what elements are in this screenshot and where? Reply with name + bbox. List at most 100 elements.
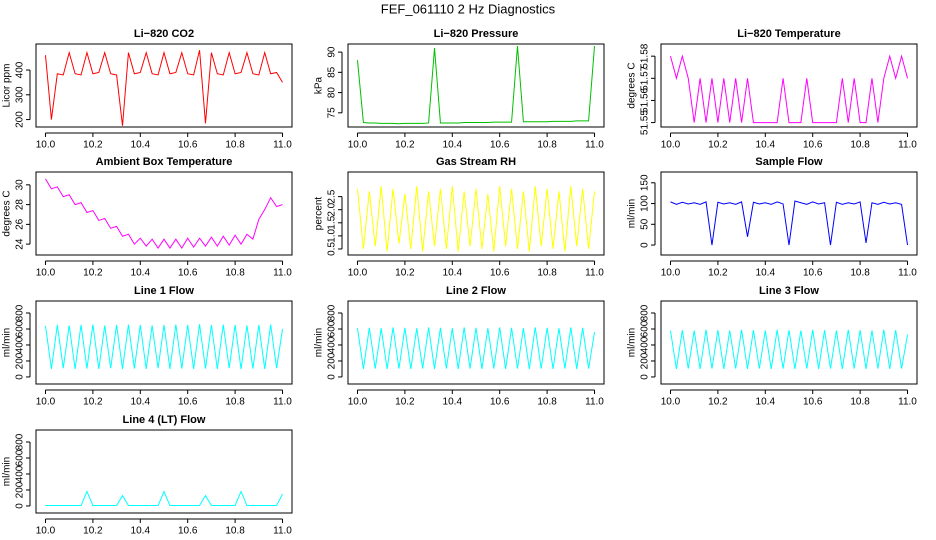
series-line xyxy=(44,324,284,370)
x-tick-label: 10.8 xyxy=(850,268,870,279)
x-tick-label: 10.4 xyxy=(756,140,776,151)
x-tick-label: 10.8 xyxy=(225,397,245,408)
plot-frame xyxy=(347,171,605,256)
y-tick-label: 75 xyxy=(327,107,338,119)
x-tick-label: 10.2 xyxy=(395,140,415,151)
x-tick-label: 10.8 xyxy=(225,526,245,537)
y-axis-label: ml/min xyxy=(314,328,325,357)
plot-frame xyxy=(35,171,293,256)
x-tick-label: 10.2 xyxy=(83,526,103,537)
series-line xyxy=(45,490,283,507)
y-tick-label: 400 xyxy=(15,61,26,78)
y-axis-label: degrees C xyxy=(627,62,638,108)
x-tick-label: 10.2 xyxy=(83,140,103,151)
x-tick-label: 10.0 xyxy=(348,397,368,408)
y-tick-label: 200 xyxy=(15,111,26,128)
x-tick-label: 10.4 xyxy=(756,268,776,279)
y-tick-label: 400 xyxy=(15,465,26,482)
x-tick-label: 10.8 xyxy=(225,268,245,279)
x-tick-label: 10.2 xyxy=(395,268,415,279)
y-tick-label: 200 xyxy=(15,481,26,498)
panel-title: Li−820 Temperature xyxy=(737,28,840,40)
y-axis-label: ml/min xyxy=(627,199,638,228)
x-tick-label: 10.0 xyxy=(36,397,56,408)
y-tick-label: 600 xyxy=(327,320,338,337)
x-tick-label: 10.2 xyxy=(395,397,415,408)
y-tick-label: 50 xyxy=(640,218,651,230)
y-tick-label: 80 xyxy=(327,87,338,99)
plot-frame xyxy=(35,43,293,128)
y-tick-label: 600 xyxy=(640,320,651,337)
y-tick-label: 800 xyxy=(15,433,26,450)
series-line xyxy=(669,329,909,370)
series-line xyxy=(669,54,909,124)
x-tick-label: 10.2 xyxy=(708,397,728,408)
x-tick-label: 10.2 xyxy=(708,140,728,151)
panel-title: Gas Stream RH xyxy=(436,156,516,168)
plot-frame xyxy=(347,43,605,128)
plot-frame xyxy=(660,300,918,385)
x-tick-label: 10.4 xyxy=(131,268,151,279)
plot-frame xyxy=(660,171,918,256)
y-tick-label: 51.57 xyxy=(640,65,651,90)
x-tick-label: 10.8 xyxy=(537,268,557,279)
x-tick-label: 10.6 xyxy=(178,268,198,279)
panel-title: Line 4 (LT) Flow xyxy=(123,414,206,426)
x-tick-label: 10.0 xyxy=(36,140,56,151)
y-axis-label: Licor ppm xyxy=(2,64,13,108)
panel-title: Sample Flow xyxy=(755,156,823,168)
y-tick-label: 0 xyxy=(640,242,651,248)
y-tick-label: 0 xyxy=(15,503,26,509)
series-line xyxy=(356,45,596,125)
panel-title: Ambient Box Temperature xyxy=(96,156,233,168)
x-tick-label: 10.0 xyxy=(661,140,681,151)
x-tick-label: 10.2 xyxy=(708,268,728,279)
y-tick-label: 200 xyxy=(327,352,338,369)
x-tick-label: 10.6 xyxy=(490,140,510,151)
x-tick-label: 10.2 xyxy=(83,268,103,279)
series-line xyxy=(45,178,283,250)
x-tick-label: 10.4 xyxy=(443,140,463,151)
x-tick-label: 10.6 xyxy=(178,526,198,537)
y-tick-label: 800 xyxy=(327,304,338,321)
x-tick-label: 10.4 xyxy=(756,397,776,408)
y-tick-label: 2.5 xyxy=(327,189,338,203)
y-tick-label: 400 xyxy=(327,336,338,353)
x-tick-label: 11.0 xyxy=(585,140,604,151)
y-tick-label: 1.0 xyxy=(327,228,338,242)
x-tick-label: 10.4 xyxy=(443,397,463,408)
panel-title: Li−820 CO2 xyxy=(134,28,194,40)
x-tick-label: 10.6 xyxy=(490,397,510,408)
y-tick-label: 100 xyxy=(640,195,651,212)
x-tick-label: 10.6 xyxy=(178,140,198,151)
y-axis-label: kPa xyxy=(314,76,325,94)
x-tick-label: 11.0 xyxy=(585,268,604,279)
x-tick-label: 11.0 xyxy=(273,526,292,537)
plot-frame xyxy=(347,300,605,385)
y-tick-label: 400 xyxy=(640,336,651,353)
x-tick-label: 10.8 xyxy=(850,140,870,151)
x-tick-label: 10.8 xyxy=(537,140,557,151)
x-tick-label: 10.0 xyxy=(36,526,56,537)
plot-frame xyxy=(35,429,293,514)
x-tick-label: 11.0 xyxy=(898,268,917,279)
y-axis-label: degrees C xyxy=(2,190,13,236)
plot-frame xyxy=(35,300,293,385)
x-tick-label: 10.0 xyxy=(661,268,681,279)
y-tick-label: 51.56 xyxy=(640,87,651,112)
x-tick-label: 11.0 xyxy=(273,397,292,408)
y-tick-label: 800 xyxy=(15,304,26,321)
y-tick-label: 200 xyxy=(640,352,651,369)
x-tick-label: 11.0 xyxy=(273,268,292,279)
plot-frame xyxy=(660,43,918,128)
series-line xyxy=(356,327,596,370)
y-tick-label: 51.58 xyxy=(640,43,651,68)
x-tick-label: 10.4 xyxy=(131,140,151,151)
x-tick-label: 10.4 xyxy=(131,526,151,537)
y-tick-label: 600 xyxy=(15,320,26,337)
x-tick-label: 10.6 xyxy=(803,268,823,279)
y-axis-label: ml/min xyxy=(2,328,13,357)
y-tick-label: 30 xyxy=(15,179,26,191)
panel-title: Li−820 Pressure xyxy=(434,28,519,40)
